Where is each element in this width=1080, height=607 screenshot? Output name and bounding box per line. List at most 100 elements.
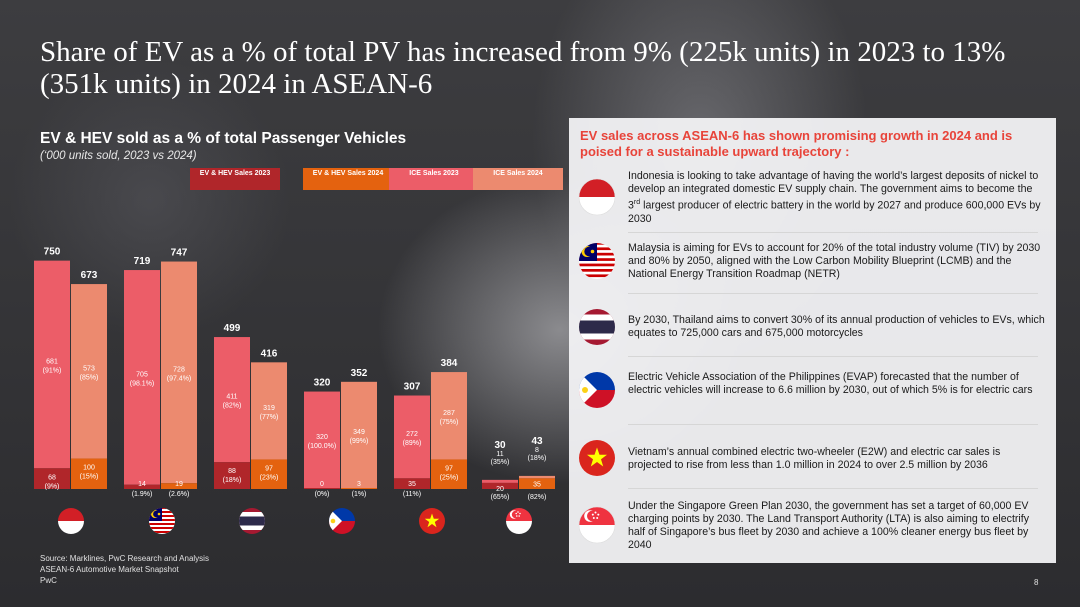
panel-entry-text: Electric Vehicle Association of the Phil… <box>628 371 1033 396</box>
thailand-flag-icon <box>239 508 265 534</box>
total-label-2023-singapore: 30 <box>494 440 506 451</box>
bar-ev-2024-thailand <box>251 459 287 489</box>
ev-value-label-2024-vietnam: 97 <box>445 465 453 472</box>
ice-value-label-2024-malaysia: 728 <box>173 366 185 373</box>
malaysia-flag-icon <box>579 243 615 279</box>
bar-ev-2023-thailand <box>214 462 250 489</box>
total-label-2024-philippines: 352 <box>351 368 368 379</box>
source-line: ASEAN-6 Automotive Market Snapshot <box>40 565 179 574</box>
ice-value-label-2023-indonesia: 681 <box>46 358 58 365</box>
vietnam-flag-icon <box>419 508 445 534</box>
panel-entry-text: Under the Singapore Green Plan 2030, the… <box>628 500 1030 551</box>
ice-pct-label-2024-singapore: (18%) <box>528 455 547 462</box>
ev-pct-label-2023-singapore: (65%) <box>491 494 510 501</box>
bar-ev-2023-singapore <box>482 482 518 489</box>
ev-pct-label-2023-malaysia: (1.9%) <box>132 491 153 498</box>
ice-value-label-2023-vietnam: 272 <box>406 431 418 438</box>
source-note: Source: Marklines, PwC Research and Anal… <box>40 553 209 586</box>
panel-entry-text: By 2030, Thailand aims to convert 30% of… <box>628 314 1045 339</box>
bar-ice-2024-vietnam <box>431 372 467 460</box>
insights-panel: EV sales across ASEAN-6 has shown promis… <box>569 118 1056 563</box>
bar-ev-2023-malaysia <box>124 484 160 489</box>
stacked-bar-chart: 750 681 (91%) 68 (9%) 673 573 (85%) 100 (15%) 719 7… <box>34 247 555 501</box>
ev-pct-label-2024-malaysia: (2.6%) <box>169 491 190 498</box>
source-line: Source: Marklines, PwC Research and Anal… <box>40 554 209 563</box>
bar-ev-2023-indonesia <box>34 468 70 489</box>
total-label-2024-vietnam: 384 <box>441 358 458 369</box>
indonesia-flag-icon <box>578 178 616 216</box>
thailand-flag-icon <box>579 309 615 345</box>
ev-value-label-2023-malaysia: 14 <box>138 481 146 488</box>
singapore-flag-icon <box>506 508 532 534</box>
ev-value-label-2024-indonesia: 100 <box>83 465 95 472</box>
ev-pct-label-2023-philippines: (0%) <box>315 491 330 498</box>
ice-value-label-2023-malaysia: 705 <box>136 371 148 378</box>
total-label-2023-thailand: 499 <box>224 323 241 334</box>
ice-pct-label-2023-philippines: (100.0%) <box>308 443 336 450</box>
legend-label: EV & HEV Sales 2023 <box>199 170 271 177</box>
total-label-2024-indonesia: 673 <box>81 270 98 281</box>
ev-value-label-2023-singapore: 20 <box>496 486 504 493</box>
ice-value-label-2024-indonesia: 573 <box>83 365 95 372</box>
ice-pct-label-2024-indonesia: (85%) <box>80 374 99 381</box>
ev-pct-label-2024-indonesia: (15%) <box>80 474 99 481</box>
malaysia-flag-icon <box>149 508 175 534</box>
panel-heading: EV sales across ASEAN-6 has shown promis… <box>580 128 1013 159</box>
ice-pct-label-2023-singapore: (35%) <box>491 459 510 466</box>
bar-ice-2024-indonesia <box>71 284 107 459</box>
bar-ice-2023-indonesia <box>34 260 70 469</box>
ice-value-label-2023-philippines: 320 <box>316 434 328 441</box>
total-label-2024-thailand: 416 <box>261 348 278 359</box>
ev-pct-label-2024-vietnam: (25%) <box>440 474 459 481</box>
bar-ice-2023-singapore <box>482 479 518 483</box>
ice-pct-label-2023-malaysia: (98.1%) <box>130 380 155 387</box>
bar-ev-2024-singapore <box>519 478 555 489</box>
total-label-2024-malaysia: 747 <box>171 248 188 259</box>
ice-value-label-2023-singapore: 11 <box>496 451 503 458</box>
source-line: PwC <box>40 576 57 585</box>
legend-label: EV & HEV Sales 2024 <box>312 170 384 177</box>
ev-pct-label-2024-thailand: (23%) <box>260 474 279 481</box>
slide-title: Share of EV as a % of total PV has incre… <box>40 36 1006 100</box>
bar-ice-2023-philippines <box>304 391 340 488</box>
page-number: 8 <box>1034 578 1039 587</box>
ev-pct-label-2023-thailand: (18%) <box>223 477 242 484</box>
vietnam-flag-icon <box>579 440 615 476</box>
bar-ice-2024-malaysia <box>161 261 197 484</box>
ev-value-label-2024-thailand: 97 <box>265 465 273 472</box>
total-label-2023-indonesia: 750 <box>44 247 61 258</box>
philippines-flag-icon <box>579 372 615 408</box>
bar-ev-2024-malaysia <box>161 483 197 489</box>
total-label-2023-vietnam: 307 <box>404 382 421 393</box>
total-label-2024-singapore: 43 <box>531 436 543 447</box>
ice-pct-label-2024-vietnam: (75%) <box>440 419 459 426</box>
total-label-2023-malaysia: 719 <box>134 256 151 267</box>
chart-title: EV & HEV sold as a % of total Passenger … <box>40 130 407 147</box>
panel-entry-text: Vietnam’s annual combined electric two-w… <box>628 446 1001 471</box>
ice-pct-label-2024-thailand: (77%) <box>260 414 279 421</box>
indonesia-flag-icon <box>58 508 84 534</box>
bar-ev-2024-vietnam <box>431 459 467 489</box>
panel-entry-text: Indonesia is looking to take advantage o… <box>628 170 1041 225</box>
ev-value-label-2023-indonesia: 68 <box>48 474 56 481</box>
bar-ice-2024-singapore <box>519 475 555 479</box>
philippines-flag-icon <box>329 508 355 534</box>
singapore-flag-icon <box>578 506 616 544</box>
ice-pct-label-2023-thailand: (82%) <box>223 403 242 410</box>
ev-pct-label-2023-indonesia: (9%) <box>45 483 60 490</box>
ev-value-label-2023-thailand: 88 <box>228 468 236 475</box>
bar-ev-2024-indonesia <box>71 458 107 489</box>
ev-pct-label-2024-philippines: (1%) <box>352 491 367 498</box>
ev-value-label-2024-malaysia: 19 <box>175 481 183 488</box>
bar-ice-2023-vietnam <box>394 395 430 479</box>
bar-ev-2023-vietnam <box>394 478 430 489</box>
ice-pct-label-2023-vietnam: (89%) <box>403 440 422 447</box>
legend-label: ICE Sales 2024 <box>493 170 543 177</box>
ice-pct-label-2024-malaysia: (97.4%) <box>167 375 192 382</box>
bar-ice-2024-thailand <box>251 362 287 460</box>
ice-value-label-2024-philippines: 349 <box>353 429 365 436</box>
ev-value-label-2024-philippines: 3 <box>357 481 361 488</box>
bar-ice-2023-malaysia <box>124 270 160 485</box>
ice-value-label-2024-thailand: 319 <box>263 405 275 412</box>
ice-value-label-2023-thailand: 411 <box>226 394 237 401</box>
